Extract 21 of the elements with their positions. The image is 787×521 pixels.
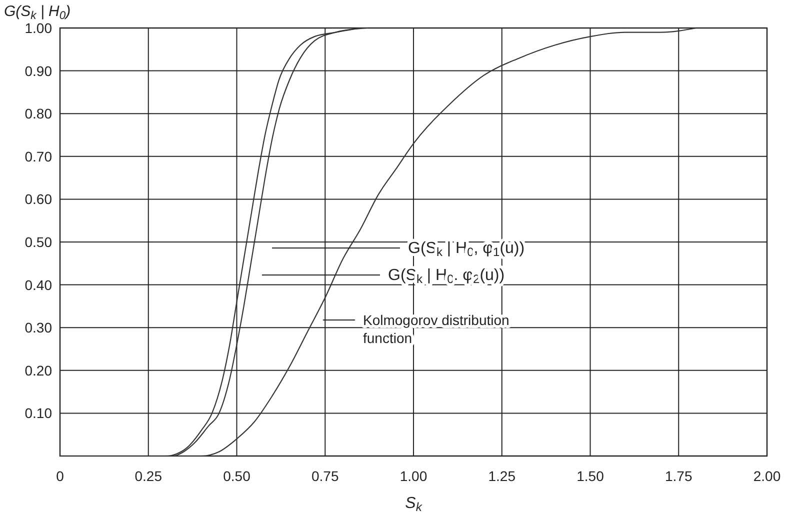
y-tick-label: 1.00 — [24, 20, 52, 36]
x-tick-label: 0.50 — [223, 468, 251, 484]
y-tick-label: 0.30 — [24, 320, 52, 336]
y-tick-label: 0.90 — [24, 62, 52, 79]
y-tick-label: 0.40 — [24, 276, 52, 293]
x-tick-label: 1.25 — [488, 468, 516, 484]
x-tick-label: 0 — [56, 468, 64, 484]
y-tick-label: 0.60 — [24, 191, 52, 208]
y-tick-label: 0.50 — [24, 234, 52, 250]
x-tick-label: 1.75 — [665, 468, 692, 484]
y-tick-label: 0.80 — [24, 106, 52, 122]
y-tick-label: 0.70 — [24, 148, 52, 164]
x-axis-title: S$_{k}$ — [405, 495, 423, 514]
y-tick-label: 0.20 — [24, 362, 52, 378]
x-tick-label: 0.75 — [312, 468, 339, 484]
x-tick-label: 0.25 — [134, 468, 162, 484]
x-tick-label: 1.00 — [400, 468, 428, 484]
y-tick-label: 0.10 — [24, 405, 52, 422]
y-axis-title: G(S$_{k}$ | H$_{0}$) — [4, 3, 71, 22]
x-tick-label: 2.00 — [753, 468, 781, 484]
x-tick-label: 1.50 — [576, 468, 604, 484]
